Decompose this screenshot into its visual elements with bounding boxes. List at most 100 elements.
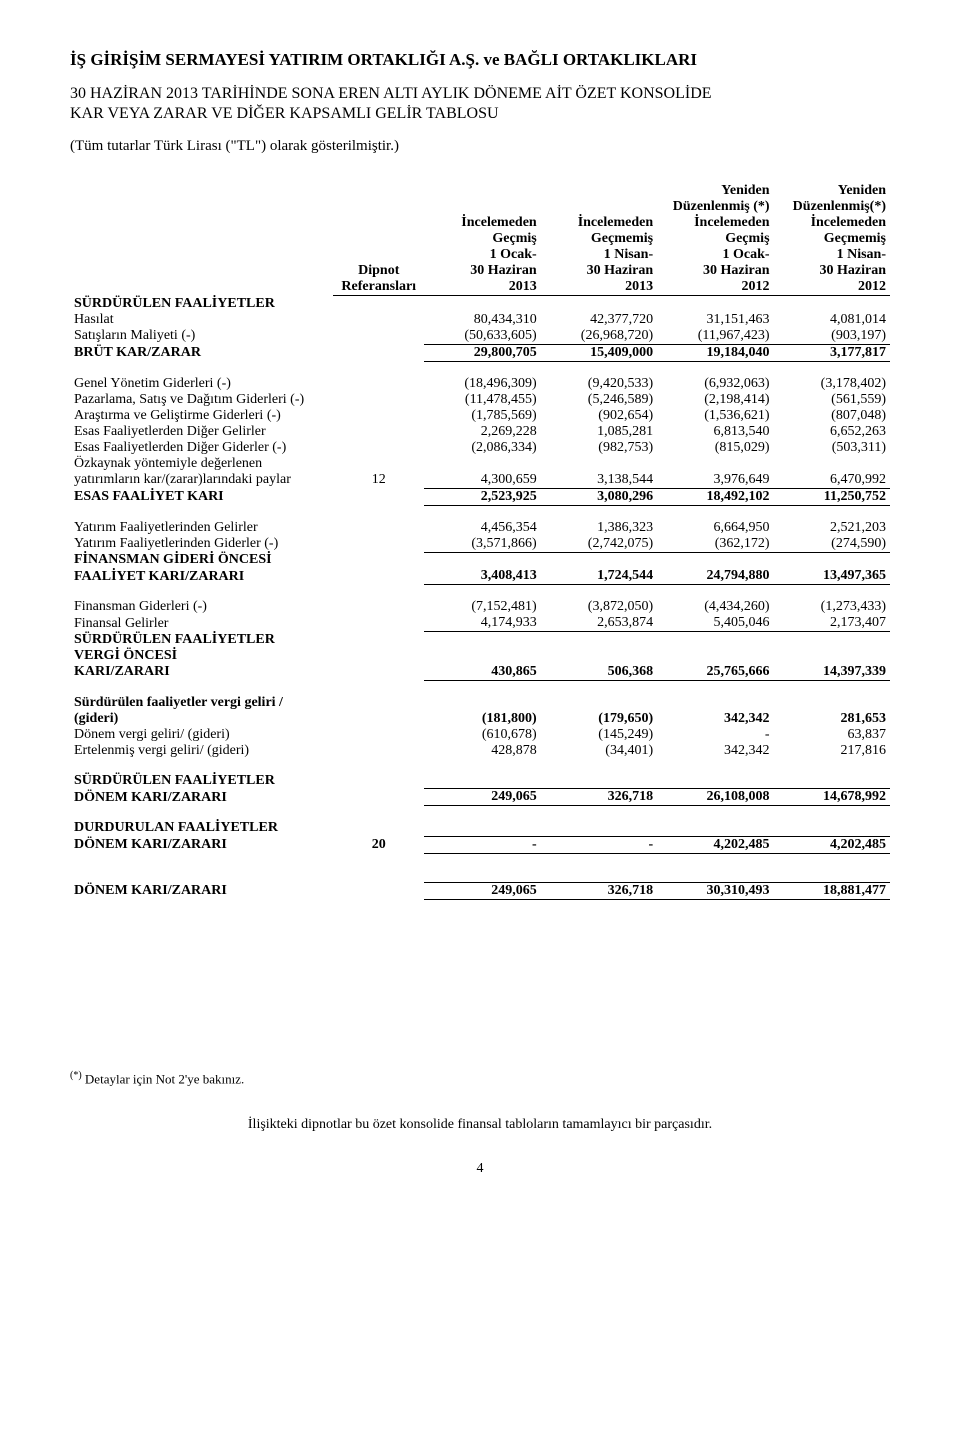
- title-line-2: KAR VEYA ZARAR VE DİĞER KAPSAMLI GELİR T…: [70, 105, 499, 122]
- row-pretax-l2: VERGİ ÖNCESİ: [70, 648, 333, 664]
- row-equity-method-l1: Özkaynak yöntemiyle değerlenen: [70, 456, 333, 472]
- yfg-c1: 4,456,354: [424, 520, 540, 536]
- row-other-op-income: Esas Faaliyetlerden Diğer Gelirler: [70, 424, 333, 440]
- hdr-c3-l1: İncelemeden: [657, 215, 773, 231]
- hdr-c3-l2: Geçmiş: [657, 231, 773, 247]
- row-marketing: Pazarlama, Satış ve Dağıtım Giderleri (-…: [70, 392, 333, 408]
- yfg-c2: 1,386,323: [541, 520, 657, 536]
- section-continuing-ops: SÜRDÜRÜLEN FAALİYETLER: [70, 296, 333, 312]
- ozk-c2: 3,138,544: [541, 472, 657, 489]
- fgo-c2: 1,724,544: [541, 568, 657, 585]
- fgel-c1: 4,174,933: [424, 615, 540, 632]
- rev-c4: 4,081,014: [774, 312, 890, 328]
- row-operating-profit: ESAS FAALİYET KARI: [70, 488, 333, 505]
- fgel-c2: 2,653,874: [541, 615, 657, 632]
- yfgm-c3: (362,172): [657, 536, 773, 553]
- dfdk-ref: 20: [333, 836, 424, 853]
- row-rnd: Araştırma ve Geliştirme Giderleri (-): [70, 408, 333, 424]
- hdr-c2-l4: 30 Haziran: [541, 263, 657, 279]
- report-title: 30 HAZİRAN 2013 TARİHİNDE SONA EREN ALTI…: [70, 84, 890, 124]
- sfdk-c4: 14,678,992: [774, 789, 890, 806]
- efdm-c2: (982,753): [541, 440, 657, 456]
- fgo-c4: 13,497,365: [774, 568, 890, 585]
- yfgm-c1: (3,571,866): [424, 536, 540, 553]
- sfdk-c3: 26,108,008: [657, 789, 773, 806]
- row-general-admin: Genel Yönetim Giderleri (-): [70, 376, 333, 392]
- dfdk-c4: 4,202,485: [774, 836, 890, 853]
- efdg-c1: 2,269,228: [424, 424, 540, 440]
- ozk-c3: 3,976,649: [657, 472, 773, 489]
- footnote-text: Detaylar için Not 2'ye bakınız.: [82, 1071, 245, 1086]
- row-revenue: Hasılat: [70, 312, 333, 328]
- svg-c4: 281,653: [774, 711, 890, 727]
- efdm-c4: (503,311): [774, 440, 890, 456]
- fgid-c1: (7,152,481): [424, 599, 540, 615]
- dfdk-c3: 4,202,485: [657, 836, 773, 853]
- hdr-c1-l3: 1 Ocak-: [424, 247, 540, 263]
- gyg-c4: (3,178,402): [774, 376, 890, 392]
- income-statement-table: Yeniden Yeniden Düzenlenmiş (*) Düzenlen…: [70, 183, 890, 900]
- ozk-ref: 12: [333, 472, 424, 489]
- svg-c2: (179,650): [541, 711, 657, 727]
- dkz-c4: 18,881,477: [774, 882, 890, 899]
- rev-c3: 31,151,463: [657, 312, 773, 328]
- efdg-c3: 6,813,540: [657, 424, 773, 440]
- psdg-c2: (5,246,589): [541, 392, 657, 408]
- efk-c2: 3,080,296: [541, 488, 657, 505]
- hdr-dipnot-l1: Dipnot: [333, 263, 424, 279]
- row-cont-period-l1: SÜRDÜRÜLEN FAALİYETLER: [70, 773, 333, 789]
- gp-c3: 19,184,040: [657, 344, 773, 361]
- dkz-c1: 249,065: [424, 882, 540, 899]
- fgid-c4: (1,273,433): [774, 599, 890, 615]
- dkz-c2: 326,718: [541, 882, 657, 899]
- row-discont-l1: DURDURULAN FAALİYETLER: [70, 820, 333, 836]
- hdr-c1-l1: İncelemeden: [424, 215, 540, 231]
- fgid-c2: (3,872,050): [541, 599, 657, 615]
- ozk-c1: 4,300,659: [424, 472, 540, 489]
- dvg-c2: (145,249): [541, 727, 657, 743]
- efk-c3: 18,492,102: [657, 488, 773, 505]
- row-deferred-tax: Ertelenmiş vergi geliri/ (gideri): [70, 743, 333, 759]
- hdr-c2-l5: 2013: [541, 279, 657, 296]
- rev-c1: 80,434,310: [424, 312, 540, 328]
- row-invest-income: Yatırım Faaliyetlerinden Gelirler: [70, 520, 333, 536]
- hdr-c4-l2: Geçmemiş: [774, 231, 890, 247]
- cos-c1: (50,633,605): [424, 328, 540, 345]
- efdm-c3: (815,029): [657, 440, 773, 456]
- row-equity-method-l2: yatırımların kar/(zarar)larındaki paylar: [70, 472, 333, 489]
- hdr-c3-l5: 2012: [657, 279, 773, 296]
- arge-c2: (902,654): [541, 408, 657, 424]
- hdr-c3-l4: 30 Haziran: [657, 263, 773, 279]
- evg-c3: 342,342: [657, 743, 773, 759]
- dfdk-c2: -: [541, 836, 657, 853]
- rev-c2: 42,377,720: [541, 312, 657, 328]
- row-prefin-l1: FİNANSMAN GİDERİ ÖNCESİ: [70, 552, 333, 568]
- svg-c1: (181,800): [424, 711, 540, 727]
- psdg-c1: (11,478,455): [424, 392, 540, 408]
- svo-c1: 430,865: [424, 664, 540, 681]
- footnote: (*) Detaylar için Not 2'ye bakınız.: [70, 1070, 890, 1087]
- evg-c1: 428,878: [424, 743, 540, 759]
- efk-c1: 2,523,925: [424, 488, 540, 505]
- footer-note: İlişikteki dipnotlar bu özet konsolide f…: [70, 1117, 890, 1133]
- hdr-c1-l4: 30 Haziran: [424, 263, 540, 279]
- hdr-c3-l3: 1 Ocak-: [657, 247, 773, 263]
- title-line-1: 30 HAZİRAN 2013 TARİHİNDE SONA EREN ALTI…: [70, 85, 712, 102]
- arge-c1: (1,785,569): [424, 408, 540, 424]
- footnote-marker: (*): [70, 1070, 82, 1081]
- hdr-c4-yeniden: Yeniden: [774, 183, 890, 199]
- gp-c1: 29,800,705: [424, 344, 540, 361]
- row-tax-l2: (gideri): [70, 711, 333, 727]
- currency-note: (Tüm tutarlar Türk Lirası ("TL") olarak …: [70, 138, 890, 155]
- page-number: 4: [70, 1161, 890, 1177]
- svg-c3: 342,342: [657, 711, 773, 727]
- hdr-c2-l1: İncelemeden: [541, 215, 657, 231]
- dvg-c4: 63,837: [774, 727, 890, 743]
- hdr-c2-l2: Geçmemiş: [541, 231, 657, 247]
- cos-c3: (11,967,423): [657, 328, 773, 345]
- company-name: İŞ GİRİŞİM SERMAYESİ YATIRIM ORTAKLIĞI A…: [70, 50, 890, 70]
- gyg-c1: (18,496,309): [424, 376, 540, 392]
- cos-c4: (903,197): [774, 328, 890, 345]
- hdr-c4-l4: 30 Haziran: [774, 263, 890, 279]
- gp-c2: 15,409,000: [541, 344, 657, 361]
